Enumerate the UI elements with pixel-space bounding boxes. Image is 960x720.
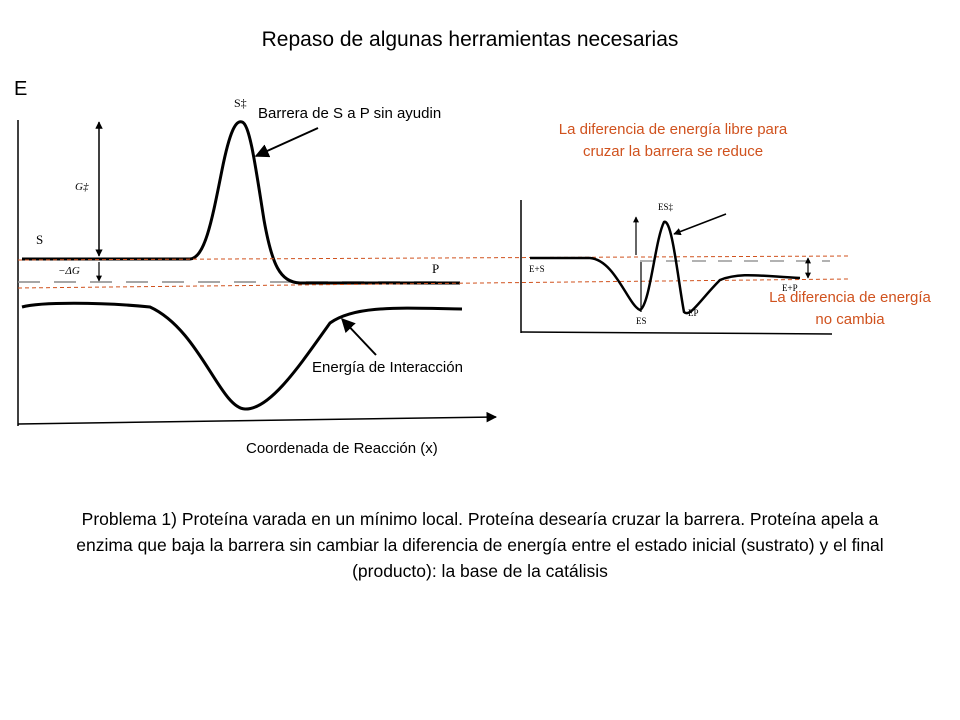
- final-energy-guide: [17, 278, 849, 289]
- enzyme-product-label: E+P: [782, 283, 798, 293]
- transition-state-label: S‡: [234, 96, 247, 110]
- free-energy-label: G‡: [75, 181, 89, 193]
- es-transition-pointer: [673, 213, 727, 236]
- page-title: Repaso de algunas herramientas necesaria…: [261, 28, 679, 51]
- interaction-energy-curve: [21, 301, 463, 411]
- x-axis-label: Coordenada de Reacción (x): [246, 440, 438, 457]
- problem-statement: Problema 1) Proteína varada en un mínimo…: [76, 509, 884, 581]
- substrate-label: S: [36, 232, 43, 247]
- interaction-pointer-arrow: [341, 317, 377, 356]
- left-x-axis: [17, 411, 498, 425]
- es-label: ES: [636, 316, 647, 326]
- initial-energy-guide: [17, 255, 849, 261]
- delta-g-label: −ΔG: [58, 265, 80, 277]
- ep-label: EP: [688, 308, 699, 318]
- catalyzed-energy-curve: [530, 220, 801, 315]
- barrier-reduced-annotation: La diferencia de energía libre para cruz…: [558, 121, 788, 160]
- barrier-label: Barrera de S a P sin ayudin: [258, 105, 442, 122]
- product-label: P: [432, 261, 439, 276]
- right-x-axis: [520, 331, 833, 335]
- enzyme-substrate-label: E+S: [529, 264, 545, 274]
- left-reaction-diagram: S‡ G‡ S −ΔG P: [17, 96, 498, 426]
- energy-axis-label: E: [14, 78, 28, 100]
- interaction-energy-label: Energía de Interacción: [312, 359, 463, 376]
- right-reaction-diagram: ES‡ E+S ES EP E+P: [520, 200, 833, 335]
- uncatalyzed-energy-curve: [22, 120, 460, 285]
- energy-unchanged-annotation: La diferencia de energía no cambia: [769, 289, 931, 328]
- barrier-pointer-arrow: [254, 127, 319, 158]
- es-transition-label: ES‡: [658, 202, 674, 212]
